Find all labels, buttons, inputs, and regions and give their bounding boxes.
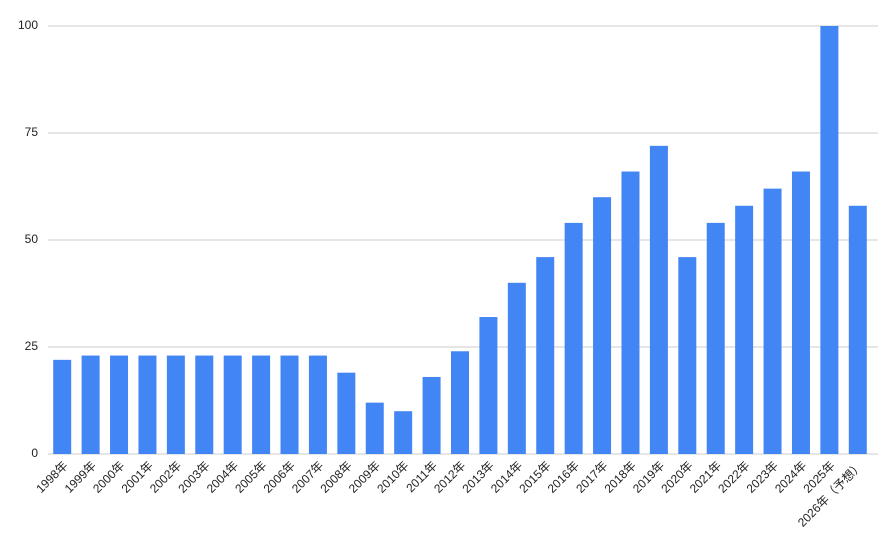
bar: [848, 205, 867, 454]
bar: [735, 205, 754, 454]
bar: [678, 257, 697, 454]
x-tick-label: 2010年: [374, 458, 411, 495]
bar: [507, 282, 526, 454]
bar: [791, 171, 810, 454]
y-tick-label: 0: [31, 446, 38, 460]
bar: [81, 355, 100, 454]
bar: [593, 197, 612, 454]
y-tick-label: 100: [18, 18, 38, 32]
bar: [820, 26, 839, 454]
bar: [763, 188, 782, 454]
bar: [621, 171, 640, 454]
bar: [365, 402, 384, 454]
bar: [706, 222, 725, 454]
bar: [166, 355, 185, 454]
bar: [536, 257, 555, 454]
bar: [223, 355, 242, 454]
bar: [110, 355, 129, 454]
y-tick-label: 75: [25, 125, 39, 139]
bar: [422, 376, 441, 454]
y-tick-label: 25: [25, 339, 39, 353]
y-tick-label: 50: [25, 232, 39, 246]
bar: [138, 355, 157, 454]
bar: [451, 351, 469, 454]
bar: [53, 359, 72, 454]
bar: [280, 355, 299, 454]
bar: [564, 222, 583, 454]
bar: [252, 355, 271, 454]
bar: [308, 355, 327, 454]
bar: [394, 411, 413, 454]
bar: [195, 355, 214, 454]
bar: [649, 145, 668, 454]
bar: [479, 317, 498, 454]
bar: [337, 372, 356, 454]
